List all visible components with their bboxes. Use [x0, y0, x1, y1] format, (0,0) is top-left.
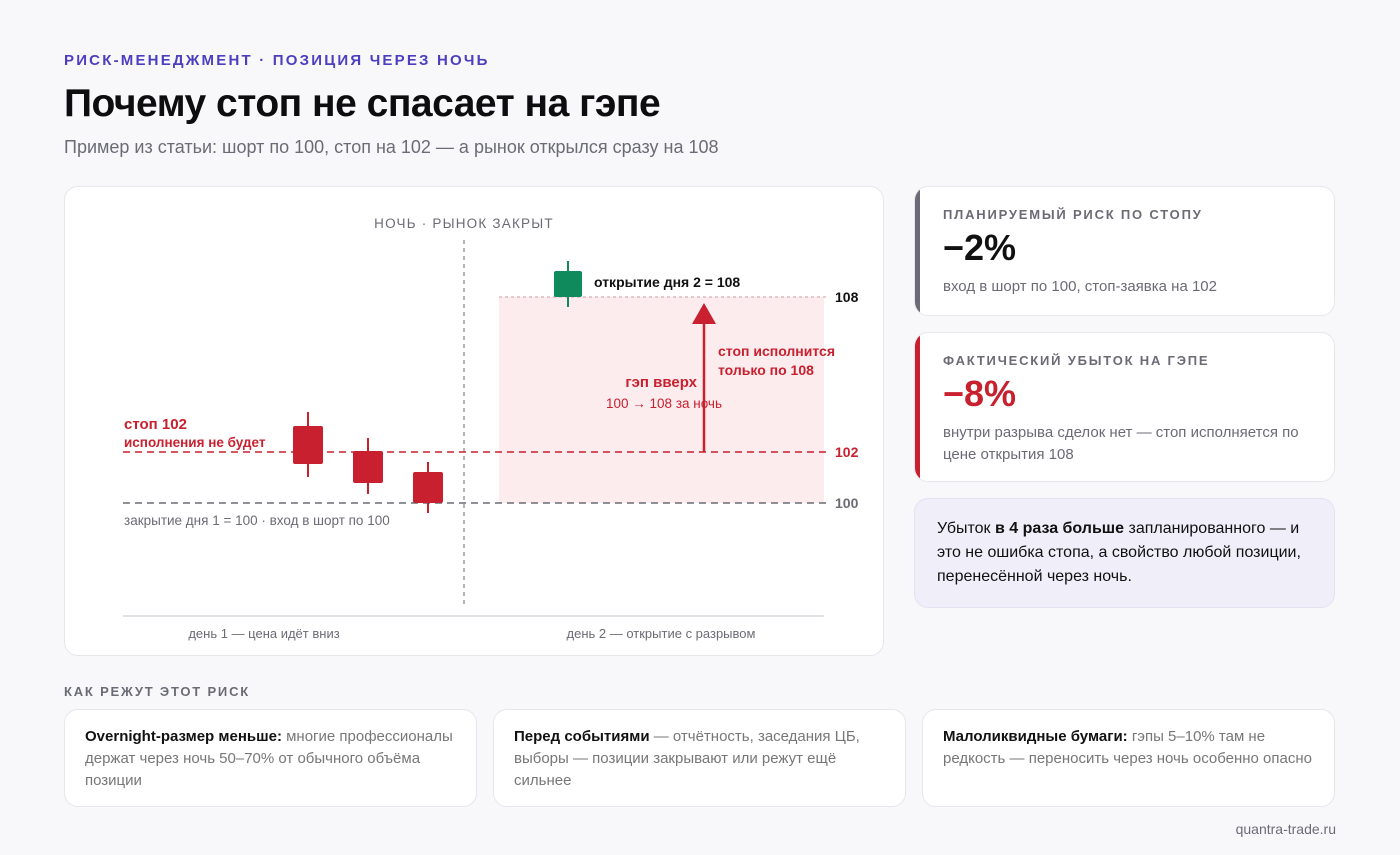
candle-day1-2	[353, 438, 383, 494]
actual-loss-label: ФАКТИЧЕСКИЙ УБЫТОК НА ГЭПЕ	[943, 353, 1210, 368]
level-108-label: 108	[835, 289, 859, 305]
gap-chart-card: НОЧЬ · РЫНОК ЗАКРЫТ 108 102 100 открытие…	[64, 186, 884, 656]
stop-label: стоп 102	[124, 416, 187, 433]
candle-day2-open	[554, 261, 582, 307]
gap-arrow-head	[692, 303, 716, 324]
footer-site: quantra-trade.ru	[1235, 821, 1336, 837]
gap-zone	[499, 297, 824, 503]
gap-chart: НОЧЬ · РЫНОК ЗАКРЫТ 108 102 100 открытие…	[123, 216, 859, 641]
page-title: Почему стоп не спасает на гэпе	[64, 82, 661, 125]
planned-risk-label: ПЛАНИРУЕМЫЙ РИСК ПО СТОПУ	[943, 207, 1203, 222]
candle-day1-3	[413, 462, 443, 513]
candle-day1-1	[293, 412, 323, 477]
page-subtitle: Пример из статьи: шорт по 100, стоп на 1…	[64, 137, 719, 157]
actual-loss-note: внутри разрыва сделок нет — стоп исполня…	[943, 424, 1299, 463]
tip-title: Overnight-размер меньше:	[85, 728, 282, 745]
planned-risk-note: вход в шорт по 100, стоп-заявка на 102	[943, 278, 1217, 295]
day2-label: день 2 — открытие с разрывом	[567, 626, 756, 641]
tip-card-illiquid: Малоликвидные бумаги: гэпы 5–10% там не …	[922, 709, 1335, 807]
conclusion-note: Убыток в 4 раза больше запланированного …	[914, 498, 1335, 608]
stop-sublabel: исполнения не будет	[124, 435, 266, 450]
day1-label: день 1 — цена идёт вниз	[188, 626, 339, 641]
close-day1-label: закрытие дня 1 = 100 · вход в шорт по 10…	[124, 513, 390, 528]
planned-risk-value: −2%	[943, 227, 1017, 268]
actual-loss-value: −8%	[943, 373, 1017, 414]
actual-loss-card: ФАКТИЧЕСКИЙ УБЫТОК НА ГЭПЕ −8% внутри ра…	[914, 332, 1335, 482]
level-102-label: 102	[835, 444, 859, 460]
conclusion-bold: в 4 раза больше	[994, 520, 1125, 537]
tip-text: гэпы 5–10% там не редкость — переносить …	[943, 728, 1312, 767]
tip-text: — отчётность, заседания ЦБ, выборы — поз…	[514, 728, 860, 789]
planned-risk-card: ПЛАНИРУЕМЫЙ РИСК ПО СТОПУ −2% вход в шор…	[914, 186, 1335, 316]
section-label: КАК РЕЖУТ ЭТОТ РИСК	[64, 684, 250, 699]
night-label: НОЧЬ · РЫНОК ЗАКРЫТ	[374, 216, 554, 231]
conclusion-pre: Убыток	[937, 520, 995, 537]
stop-exec-line2: только по 108	[718, 362, 814, 378]
gap-sublabel: 100 → 108 за ночь	[606, 396, 722, 411]
open-day2-label: открытие дня 2 = 108	[594, 274, 740, 290]
gap-label: гэп вверх	[625, 374, 697, 391]
level-100-label: 100	[835, 495, 859, 511]
tip-card-events: Перед событиями — отчётность, заседания …	[493, 709, 906, 807]
tip-text: многие профессионалы держат через ночь 5…	[85, 728, 453, 789]
stop-exec-line1: стоп исполнится	[718, 343, 835, 359]
conclusion-post: запланированного — и это не ошибка стопа…	[937, 520, 1301, 585]
kicker: РИСК-МЕНЕДЖМЕНТ · ПОЗИЦИЯ ЧЕРЕЗ НОЧЬ	[64, 52, 490, 69]
tip-card-overnight-size: Overnight-размер меньше: многие професси…	[64, 709, 477, 807]
tip-title: Малоликвидные бумаги:	[943, 728, 1128, 745]
tip-title: Перед событиями	[514, 728, 650, 745]
